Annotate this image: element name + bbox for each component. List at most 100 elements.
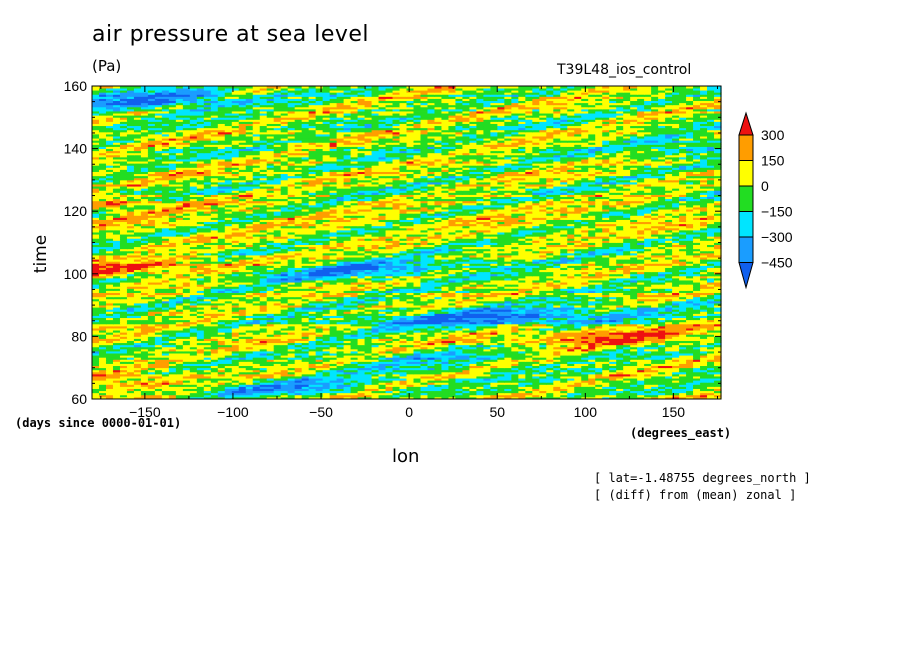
field-cell — [322, 355, 331, 358]
field-cell — [301, 328, 310, 331]
field-cell — [455, 365, 464, 369]
field-cell — [224, 348, 233, 352]
field-cell — [252, 376, 261, 379]
field-cell — [595, 340, 603, 344]
field-cell — [406, 332, 415, 335]
field-cell — [672, 342, 680, 346]
field-cell — [497, 338, 505, 341]
field-cell — [280, 348, 289, 352]
field-cell — [217, 384, 226, 387]
field-cell — [434, 378, 443, 381]
field-cell — [616, 376, 624, 379]
field-cell — [133, 342, 142, 346]
field-cell — [455, 394, 464, 398]
field-cell — [252, 367, 261, 371]
field-cell — [266, 346, 275, 350]
field-cell — [266, 378, 275, 381]
field-cell — [245, 344, 254, 348]
field-cell — [490, 392, 498, 396]
field-cell — [203, 382, 212, 385]
field-cell — [616, 334, 624, 337]
field-cell — [490, 330, 498, 333]
field-cell — [133, 382, 142, 385]
field-cell — [602, 332, 610, 335]
field-cell — [518, 378, 526, 381]
field-cell — [336, 384, 345, 387]
field-cell — [623, 363, 631, 367]
field-cell — [266, 353, 275, 356]
field-cell — [455, 336, 464, 339]
field-cell — [224, 392, 233, 396]
field-cell — [658, 353, 666, 356]
field-cell — [651, 363, 659, 367]
field-cell — [406, 392, 415, 396]
field-cell — [427, 363, 436, 367]
field-cell — [623, 346, 631, 350]
field-cell — [273, 378, 282, 381]
field-cell — [399, 342, 408, 346]
field-cell — [609, 361, 617, 364]
field-cell — [644, 338, 652, 341]
field-cell — [476, 390, 484, 394]
field-cell — [329, 361, 338, 364]
field-cell — [434, 346, 443, 350]
field-cell — [483, 390, 491, 394]
field-cell — [616, 330, 624, 333]
field-cell — [672, 367, 680, 371]
field-cell — [175, 340, 184, 344]
field-cell — [623, 342, 631, 346]
field-cell — [231, 342, 240, 346]
field-cell — [686, 346, 694, 350]
field-cell — [140, 361, 149, 364]
field-cell — [92, 355, 100, 358]
field-cell — [126, 369, 135, 373]
field-cell — [518, 384, 526, 387]
field-cell — [413, 346, 422, 350]
field-cell — [672, 371, 680, 375]
field-cell — [406, 373, 415, 377]
field-cell — [357, 367, 366, 371]
field-cell — [224, 342, 233, 346]
field-cell — [518, 382, 526, 385]
field-cell — [518, 353, 526, 356]
field-cell — [196, 371, 205, 375]
field-cell — [98, 382, 107, 385]
field-cell — [238, 359, 247, 362]
field-cell — [112, 330, 121, 333]
field-cell — [294, 392, 303, 396]
field-cell — [301, 396, 310, 400]
field-cell — [182, 361, 191, 364]
field-cell — [560, 390, 568, 394]
field-cell — [700, 357, 708, 360]
field-cell — [700, 388, 708, 392]
field-cell — [651, 342, 659, 346]
field-cell — [707, 371, 715, 375]
field-cell — [588, 359, 596, 362]
field-cell — [238, 342, 247, 346]
field-cell — [644, 392, 652, 396]
field-cell — [644, 394, 652, 398]
field-cell — [567, 365, 575, 369]
field-cell — [252, 363, 261, 367]
field-cell — [126, 336, 135, 339]
field-cell — [609, 353, 617, 356]
field-cell — [189, 334, 198, 337]
field-cell — [168, 361, 177, 364]
field-cell — [455, 348, 464, 352]
field-cell — [252, 357, 261, 360]
field-cell — [441, 376, 450, 379]
field-cell — [329, 330, 338, 333]
field-cell — [651, 351, 659, 354]
field-cell — [588, 348, 596, 352]
field-cell — [420, 355, 429, 358]
field-cell — [308, 371, 317, 375]
field-cell — [245, 359, 254, 362]
field-cell — [231, 351, 240, 354]
field-cell — [357, 396, 366, 400]
field-cell — [462, 342, 470, 346]
field-cell — [161, 378, 170, 381]
field-cell — [581, 386, 589, 389]
field-cell — [714, 353, 722, 356]
field-cell — [287, 371, 296, 375]
field-cell — [420, 351, 429, 354]
